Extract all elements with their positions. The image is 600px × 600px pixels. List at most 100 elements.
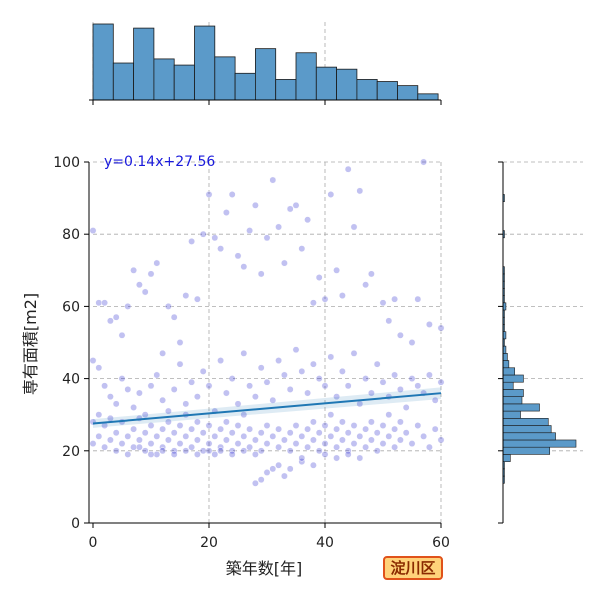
scatter-point	[350, 349, 358, 357]
scatter-point	[257, 447, 265, 455]
scatter-point	[269, 465, 277, 473]
scatter-points	[89, 158, 445, 487]
top-hist-bar	[133, 27, 155, 101]
scatter-point	[164, 407, 172, 415]
scatter-point	[344, 429, 352, 437]
scatter-point	[321, 295, 329, 303]
scatter-point	[280, 436, 288, 444]
scatter-point	[170, 313, 178, 321]
scatter-point	[228, 450, 236, 458]
scatter-point	[257, 429, 265, 437]
scatter-point	[333, 454, 341, 462]
scatter-point	[263, 440, 271, 448]
scatter-point	[170, 429, 178, 437]
scatter-point	[373, 447, 381, 455]
scatter-point	[95, 299, 103, 307]
scatter-point	[275, 223, 283, 231]
scatter-point	[373, 429, 381, 437]
scatter-point	[217, 447, 225, 455]
scatter-point	[188, 443, 196, 451]
scatter-point	[344, 382, 352, 390]
scatter-point	[147, 270, 155, 278]
scatter-point	[408, 339, 416, 346]
scatter-point	[420, 158, 428, 166]
right-hist-bar	[502, 403, 540, 412]
x-tick-label: 40	[316, 535, 334, 551]
scatter-point	[408, 375, 416, 383]
scatter-point	[205, 382, 213, 390]
scatter-point	[222, 389, 230, 397]
scatter-point	[153, 371, 161, 379]
scatter-point	[246, 227, 254, 235]
scatter-point	[217, 357, 225, 364]
scatter-point	[263, 234, 271, 242]
scatter-point	[112, 400, 120, 408]
scatter-point	[309, 436, 317, 444]
scatter-point	[89, 227, 97, 235]
scatter-point	[362, 375, 370, 383]
scatter-point	[431, 425, 439, 433]
scatter-point	[327, 353, 335, 361]
scatter-point	[356, 432, 364, 440]
right-hist-bar	[502, 425, 552, 434]
scatter-point	[147, 382, 155, 390]
main-scatter-plot: 0 20 40 60 0 20 40 60 80 100 y=0.14x+27.56 築年数[年]…	[21, 154, 450, 578]
scatter-point	[402, 429, 410, 437]
scatter-point	[362, 443, 370, 451]
scatter-point	[408, 440, 416, 448]
scatter-point	[159, 349, 167, 357]
y-tick-label: 40	[62, 372, 80, 388]
right-hist-bar	[502, 367, 515, 376]
scatter-point	[147, 422, 155, 429]
right-hist-bar	[502, 446, 551, 455]
scatter-point	[333, 425, 341, 433]
scatter-point	[257, 270, 265, 278]
scatter-point	[193, 418, 201, 426]
scatter-point	[106, 393, 114, 401]
scatter-point	[234, 422, 242, 429]
scatter-point	[263, 378, 271, 386]
scatter-point	[304, 389, 312, 397]
scatter-point	[315, 274, 323, 281]
scatter-point	[170, 447, 178, 455]
scatter-point	[124, 385, 132, 393]
scatter-point	[182, 447, 190, 455]
y-axis-label: 専有面積[m2]	[21, 293, 40, 395]
scatter-point	[228, 429, 236, 437]
scatter-point	[240, 263, 248, 271]
scatter-point	[251, 436, 259, 444]
scatter-point	[205, 440, 213, 448]
right-hist-bar	[502, 389, 524, 397]
main-grid	[93, 161, 442, 523]
scatter-point	[188, 237, 196, 245]
scatter-point	[246, 425, 254, 433]
scatter-point	[217, 425, 225, 433]
scatter-point	[379, 440, 387, 448]
scatter-point	[205, 447, 213, 455]
scatter-point	[414, 422, 422, 429]
right-hist-bar	[502, 418, 549, 426]
scatter-point	[141, 288, 149, 296]
scatter-point	[356, 187, 364, 195]
scatter-point	[321, 382, 329, 390]
scatter-point	[402, 404, 410, 411]
scatter-point	[217, 443, 225, 451]
scatter-point	[327, 432, 335, 440]
scatter-point	[385, 317, 393, 325]
scatter-point	[286, 447, 294, 455]
scatter-point	[130, 404, 138, 411]
top-hist-bar	[275, 79, 297, 101]
scatter-point	[159, 396, 167, 404]
scatter-point	[333, 393, 341, 401]
scatter-point	[304, 216, 312, 224]
scatter-point	[280, 259, 288, 267]
scatter-point	[327, 411, 335, 419]
scatter-point	[141, 447, 149, 455]
scatter-point	[327, 191, 335, 198]
scatter-point	[112, 313, 120, 321]
scatter-point	[338, 436, 346, 444]
scatter-point	[425, 371, 433, 379]
scatter-point	[292, 440, 300, 448]
scatter-point	[124, 432, 132, 440]
